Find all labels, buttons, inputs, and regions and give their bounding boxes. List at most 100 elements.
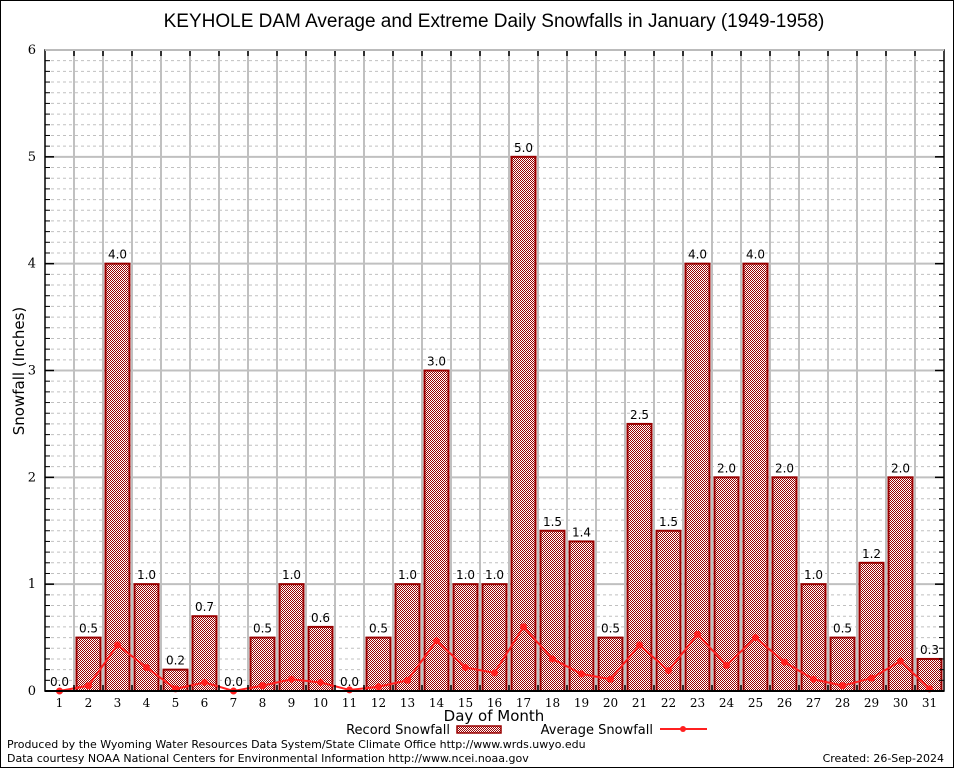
bar-value-label: 0.0 bbox=[50, 675, 69, 689]
average-point-day-13 bbox=[404, 676, 411, 684]
x-tick-label: 26 bbox=[777, 696, 792, 710]
footer-produced-by: Produced by the Wyoming Water Resources … bbox=[7, 738, 586, 751]
bar-value-label: 1.0 bbox=[398, 568, 417, 582]
bar-value-label: 1.2 bbox=[862, 547, 881, 561]
average-point-day-23 bbox=[694, 630, 701, 638]
x-tick-label: 2 bbox=[85, 696, 93, 710]
x-axis-label: Day of Month bbox=[444, 707, 545, 725]
x-tick-label: 5 bbox=[172, 696, 180, 710]
average-point-day-24 bbox=[723, 661, 730, 669]
average-line bbox=[56, 623, 933, 695]
record-bar-day-22 bbox=[655, 529, 682, 692]
x-tick-label: 18 bbox=[545, 696, 560, 710]
average-point-day-14 bbox=[433, 637, 440, 645]
x-tick-label: 14 bbox=[429, 696, 445, 710]
average-point-day-21 bbox=[636, 641, 643, 649]
legend-record-swatch bbox=[456, 725, 502, 734]
bar-value-label: 2.0 bbox=[891, 461, 910, 475]
average-point-day-8 bbox=[259, 682, 266, 690]
average-point-day-16 bbox=[491, 669, 498, 677]
bar-value-label: 0.5 bbox=[601, 622, 620, 636]
record-bar-day-3 bbox=[104, 262, 131, 692]
footer-data-courtesy: Data courtesy NOAA National Centers for … bbox=[7, 752, 529, 765]
bar-value-label: 1.0 bbox=[456, 568, 475, 582]
bar-value-label: 1.5 bbox=[543, 515, 562, 529]
x-tick-label: 8 bbox=[259, 696, 267, 710]
x-tick-label: 6 bbox=[201, 696, 209, 710]
record-bar-day-17 bbox=[510, 155, 537, 693]
x-tick-label: 24 bbox=[719, 696, 735, 710]
x-tick-label: 25 bbox=[748, 696, 763, 710]
x-tick-label: 9 bbox=[288, 696, 296, 710]
bar-value-label: 0.5 bbox=[833, 622, 852, 636]
average-point-day-12 bbox=[375, 683, 382, 691]
x-tick-label: 13 bbox=[400, 696, 415, 710]
x-tick-label: 11 bbox=[342, 696, 357, 710]
record-bar-day-9 bbox=[278, 583, 305, 693]
average-point-day-9 bbox=[288, 675, 295, 683]
bar-value-label: 0.0 bbox=[224, 675, 243, 689]
x-tick-label: 10 bbox=[313, 696, 328, 710]
bar-value-label: 1.5 bbox=[659, 515, 678, 529]
bar-value-label: 0.2 bbox=[166, 654, 185, 668]
bar-value-label: 0.3 bbox=[920, 643, 939, 657]
average-point-day-27 bbox=[810, 675, 817, 683]
x-tick-label: 19 bbox=[574, 696, 589, 710]
x-tick-label: 17 bbox=[516, 696, 531, 710]
average-point-day-10 bbox=[317, 678, 324, 686]
y-tick-label: 5 bbox=[28, 150, 36, 165]
bar-value-label: 0.5 bbox=[253, 622, 272, 636]
record-bar-day-24 bbox=[713, 476, 740, 693]
footer-created-date: Created: 26-Sep-2024 bbox=[823, 752, 944, 765]
x-tick-label: 29 bbox=[864, 696, 879, 710]
record-bar-day-4 bbox=[133, 583, 160, 693]
record-bar-day-18 bbox=[539, 529, 566, 692]
y-tick-label: 0 bbox=[28, 684, 36, 699]
legend-record-label: Record Snowfall bbox=[346, 723, 450, 738]
y-tick-label: 6 bbox=[28, 43, 36, 58]
bar-value-label: 0.0 bbox=[340, 675, 359, 689]
bar-value-label: 2.5 bbox=[630, 408, 649, 422]
x-tick-label: 21 bbox=[632, 696, 647, 710]
average-point-day-2 bbox=[85, 682, 92, 690]
average-point-day-3 bbox=[114, 641, 121, 649]
x-tick-label: 28 bbox=[835, 696, 850, 710]
y-tick-label: 4 bbox=[28, 257, 36, 272]
record-bar-day-29 bbox=[858, 561, 885, 692]
x-tick-label: 15 bbox=[458, 696, 473, 710]
record-bar-day-25 bbox=[742, 262, 769, 692]
y-tick-label: 3 bbox=[28, 364, 36, 379]
average-point-day-29 bbox=[868, 674, 875, 682]
average-point-day-28 bbox=[839, 682, 846, 690]
y-tick-label: 1 bbox=[28, 577, 36, 592]
bar-value-label: 2.0 bbox=[775, 461, 794, 475]
bar-value-label: 0.7 bbox=[195, 600, 214, 614]
average-point-day-4 bbox=[143, 663, 150, 671]
bar-value-label: 5.0 bbox=[514, 141, 533, 155]
bar-value-label: 4.0 bbox=[746, 248, 765, 262]
bar-value-label: 4.0 bbox=[108, 248, 127, 262]
bar-value-label: 1.0 bbox=[485, 568, 504, 582]
record-bar-day-21 bbox=[626, 422, 653, 692]
record-bars bbox=[75, 155, 943, 693]
average-point-day-20 bbox=[607, 675, 614, 683]
bar-value-label: 4.0 bbox=[688, 248, 707, 262]
bar-value-label: 0.5 bbox=[369, 622, 388, 636]
average-point-day-18 bbox=[549, 655, 556, 663]
average-point-day-26 bbox=[781, 658, 788, 666]
record-bar-day-23 bbox=[684, 262, 711, 692]
axes bbox=[44, 49, 945, 692]
average-point-day-17 bbox=[520, 623, 527, 631]
legend-average-label: Average Snowfall bbox=[541, 723, 653, 738]
x-tick-label: 30 bbox=[893, 696, 908, 710]
legend-average-marker bbox=[680, 726, 686, 732]
record-bar-day-2 bbox=[75, 636, 102, 692]
x-tick-label: 31 bbox=[922, 696, 937, 710]
average-point-day-6 bbox=[201, 678, 208, 686]
record-bar-day-30 bbox=[887, 476, 914, 693]
bar-value-label: 3.0 bbox=[427, 355, 446, 369]
y-tick-label: 2 bbox=[28, 470, 36, 485]
record-bar-day-13 bbox=[394, 583, 421, 693]
average-point-day-25 bbox=[752, 634, 759, 642]
bar-value-label: 1.0 bbox=[282, 568, 301, 582]
